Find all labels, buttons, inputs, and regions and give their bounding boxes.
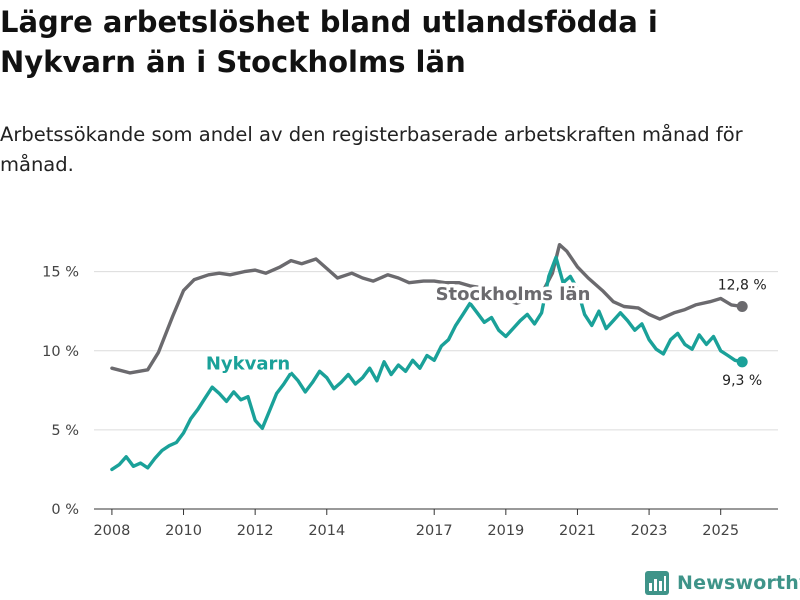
x-tick-label: 2012 <box>237 523 274 539</box>
y-tick-label: 5 % <box>51 423 79 439</box>
x-tick-label: 2010 <box>165 523 202 539</box>
x-tick-label: 2019 <box>487 523 524 539</box>
chart-subtitle: Arbetssökande som andel av den registerb… <box>0 123 743 176</box>
newsworthy-logo-text: Newsworthy <box>677 572 800 594</box>
series-label-halo-stockholm: Stockholms län <box>436 284 591 305</box>
x-tick-label: 2025 <box>702 523 739 539</box>
series-lines <box>110 243 748 472</box>
series-line-nykvarn <box>110 255 744 472</box>
series-label-stockholm: Stockholms län <box>436 284 591 305</box>
newsworthy-logo-icon <box>645 571 669 595</box>
chart-title: Lägre arbetslöshet bland utlandsfödda i … <box>0 5 658 79</box>
end-point-nykvarn <box>736 356 748 368</box>
x-tick-label: 2023 <box>631 523 668 539</box>
newsworthy-logo: Newsworthy <box>644 568 800 598</box>
series-label-halo-nykvarn: Nykvarn <box>206 353 290 374</box>
end-value-label-nykvarn: 9,3 % <box>722 373 762 389</box>
x-tick-label: 2021 <box>559 523 596 539</box>
end-value-label-stockholm: 12,8 % <box>718 277 767 293</box>
y-tick-label: 15 % <box>42 265 79 281</box>
x-tick-label: 2017 <box>416 523 453 539</box>
x-tick-label: 2014 <box>308 523 345 539</box>
end-point-stockholm <box>736 300 748 312</box>
series-line-stockholm <box>110 243 744 375</box>
axes: 0 % 5 % 10 % 15 % 2008 2010 2012 2014 2017 2019 20… <box>42 265 778 539</box>
x-tick-label: 2008 <box>93 523 130 539</box>
y-tick-label: 10 % <box>42 344 79 360</box>
series-label-nykvarn: Nykvarn <box>206 353 290 374</box>
y-tick-label: 0 % <box>51 502 79 518</box>
